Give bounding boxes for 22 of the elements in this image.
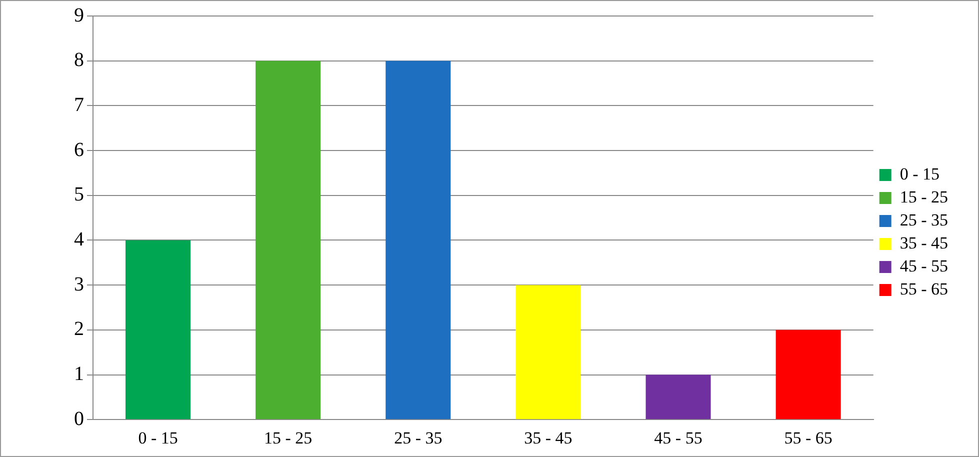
legend-label: 55 - 65 bbox=[900, 279, 948, 298]
x-tick-label: 45 - 55 bbox=[654, 428, 702, 448]
x-tick-label: 35 - 45 bbox=[524, 428, 572, 448]
y-tick-label: 9 bbox=[74, 4, 84, 26]
legend-label: 15 - 25 bbox=[900, 187, 948, 206]
y-tick-label: 4 bbox=[74, 228, 84, 250]
y-tick-label: 2 bbox=[74, 318, 84, 340]
y-tick-label: 7 bbox=[74, 94, 84, 116]
legend-label: 45 - 55 bbox=[900, 256, 948, 276]
y-tick-label: 6 bbox=[74, 138, 84, 161]
legend-label: 0 - 15 bbox=[900, 164, 940, 184]
x-tick-label: 15 - 25 bbox=[264, 428, 312, 448]
legend-label: 35 - 45 bbox=[900, 233, 948, 252]
y-tick-label: 3 bbox=[74, 273, 84, 296]
y-tick-label: 8 bbox=[74, 49, 84, 72]
x-tick-label: 0 - 15 bbox=[138, 428, 178, 448]
x-tick-label: 25 - 35 bbox=[394, 428, 442, 448]
y-tick-label: 5 bbox=[74, 184, 84, 206]
y-tick-label: 0 bbox=[74, 408, 84, 430]
legend-label: 25 - 35 bbox=[900, 210, 948, 230]
x-tick-label: 55 - 65 bbox=[784, 428, 832, 448]
y-tick-label: 1 bbox=[74, 363, 84, 386]
